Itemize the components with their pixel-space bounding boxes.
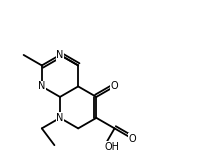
Text: OH: OH (104, 142, 119, 152)
Text: O: O (111, 81, 118, 91)
Text: N: N (56, 113, 64, 123)
Text: O: O (129, 134, 136, 144)
Text: N: N (38, 81, 46, 91)
Text: N: N (56, 50, 64, 60)
